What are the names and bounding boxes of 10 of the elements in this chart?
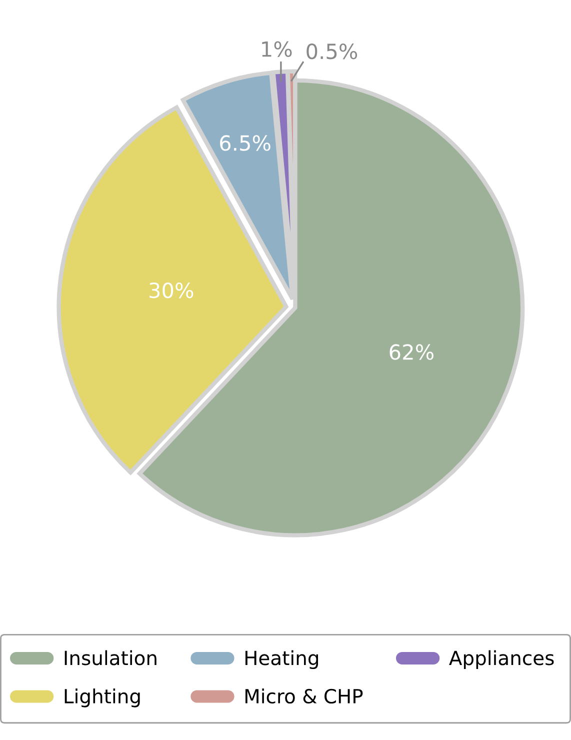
- legend-label: Lighting: [64, 688, 140, 708]
- legend-label: Insulation: [64, 650, 156, 666]
- legend-label: Micro & CHP: [245, 688, 363, 704]
- data-label: 6.5%: [220, 135, 270, 151]
- legend-label: Appliances: [449, 650, 554, 670]
- data-label: 0.5%: [306, 43, 358, 60]
- data-label: 30%: [150, 282, 194, 298]
- legend-label: Heating: [245, 650, 318, 670]
- data-label: 1%: [262, 41, 292, 57]
- data-label: 62%: [390, 344, 434, 360]
